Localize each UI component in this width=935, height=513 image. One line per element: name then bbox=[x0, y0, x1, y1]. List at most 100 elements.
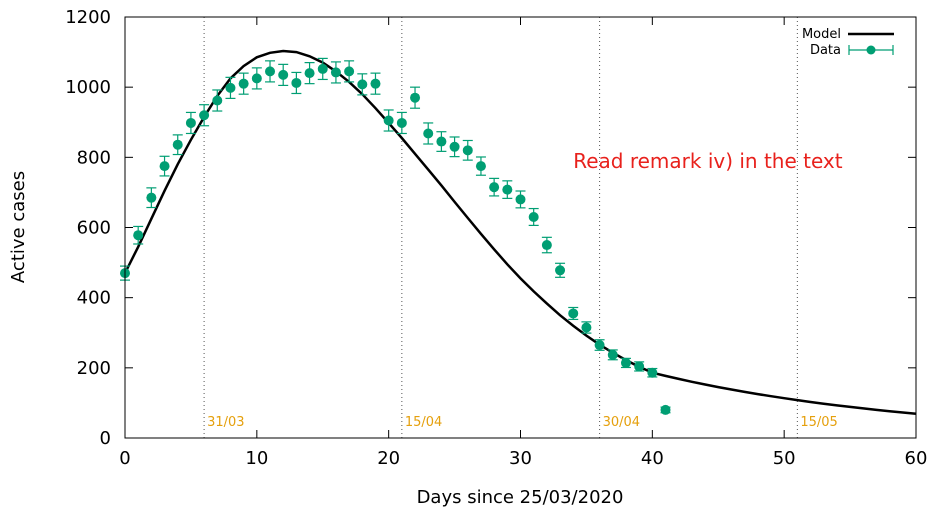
data-marker bbox=[410, 92, 421, 103]
data-marker bbox=[555, 265, 566, 276]
data-point bbox=[660, 404, 671, 415]
data-point bbox=[607, 349, 618, 361]
data-marker bbox=[607, 349, 618, 360]
data-point bbox=[330, 61, 341, 84]
data-marker bbox=[541, 240, 552, 251]
data-marker bbox=[370, 78, 381, 89]
date-marker-label: 15/05 bbox=[800, 415, 837, 430]
model-curve bbox=[123, 49, 917, 416]
data-point bbox=[594, 339, 605, 351]
y-axis-ticks: 0 200 400 600 800 1000 1200 bbox=[65, 7, 916, 449]
data-point bbox=[647, 367, 658, 378]
x-tick-label: 20 bbox=[377, 448, 400, 469]
date-marker-label: 30/04 bbox=[603, 415, 640, 430]
data-point bbox=[251, 67, 262, 90]
data-point bbox=[357, 73, 368, 96]
data-marker bbox=[581, 322, 592, 333]
data-marker bbox=[304, 68, 315, 79]
x-tick-label: 30 bbox=[509, 448, 532, 469]
x-tick-label: 50 bbox=[773, 448, 796, 469]
legend: Model Data bbox=[802, 27, 894, 58]
data-point bbox=[291, 71, 302, 95]
data-point bbox=[449, 136, 460, 158]
x-axis-label: Days since 25/03/2020 bbox=[417, 487, 624, 508]
data-marker bbox=[265, 66, 276, 77]
data-marker bbox=[502, 184, 513, 195]
data-marker bbox=[515, 194, 526, 205]
data-marker bbox=[423, 128, 434, 139]
y-tick-label: 1200 bbox=[65, 7, 111, 28]
data-point bbox=[159, 155, 170, 177]
data-marker bbox=[594, 340, 605, 351]
data-marker bbox=[660, 404, 671, 415]
data-point bbox=[304, 62, 315, 85]
y-tick-label: 1000 bbox=[65, 77, 111, 98]
date-marker-label: 31/03 bbox=[207, 415, 244, 430]
data-point bbox=[225, 76, 236, 99]
y-tick-label: 400 bbox=[77, 288, 111, 309]
data-point bbox=[344, 60, 355, 83]
data-point bbox=[436, 131, 447, 152]
data-point bbox=[541, 236, 552, 254]
data-marker bbox=[330, 67, 341, 78]
y-tick-label: 600 bbox=[77, 218, 111, 239]
data-marker bbox=[620, 357, 631, 368]
data-point bbox=[528, 207, 539, 226]
data-point bbox=[475, 156, 486, 176]
y-axis-label: Active cases bbox=[8, 171, 29, 283]
data-marker bbox=[436, 136, 447, 147]
data-point bbox=[370, 72, 381, 95]
data-marker bbox=[396, 117, 407, 128]
data-point bbox=[489, 177, 500, 197]
data-point bbox=[265, 60, 276, 83]
data-point bbox=[238, 72, 249, 95]
data-point bbox=[278, 63, 289, 87]
data-point bbox=[581, 321, 592, 334]
y-tick-label: 0 bbox=[100, 428, 111, 449]
data-marker bbox=[634, 361, 645, 372]
y-tick-label: 800 bbox=[77, 147, 111, 168]
x-tick-label: 0 bbox=[119, 448, 130, 469]
data-point bbox=[410, 86, 421, 109]
data-marker bbox=[225, 82, 236, 93]
legend-label-data: Data bbox=[810, 43, 841, 58]
data-point bbox=[634, 361, 645, 372]
data-layer bbox=[120, 57, 671, 415]
data-marker bbox=[489, 182, 500, 193]
data-point bbox=[383, 109, 394, 132]
x-tick-label: 60 bbox=[905, 448, 928, 469]
data-marker bbox=[238, 78, 249, 89]
data-point bbox=[146, 187, 157, 209]
data-marker bbox=[159, 161, 170, 172]
data-marker bbox=[212, 95, 223, 106]
legend-label-model: Model bbox=[802, 27, 841, 42]
data-point bbox=[185, 111, 196, 135]
data-point bbox=[396, 111, 407, 135]
data-point bbox=[555, 262, 566, 278]
data-point bbox=[212, 89, 223, 112]
data-marker bbox=[133, 230, 144, 241]
x-axis-ticks: 0 10 20 30 40 50 60 bbox=[119, 17, 927, 469]
data-marker bbox=[199, 110, 210, 121]
data-marker bbox=[317, 63, 328, 74]
data-marker bbox=[344, 66, 355, 77]
data-point bbox=[462, 139, 473, 161]
data-point bbox=[199, 104, 210, 127]
data-point bbox=[133, 225, 144, 245]
x-tick-label: 40 bbox=[641, 448, 664, 469]
legend-swatch-data bbox=[848, 45, 894, 55]
data-marker bbox=[146, 192, 157, 203]
data-marker bbox=[185, 117, 196, 128]
data-marker bbox=[291, 77, 302, 88]
data-point bbox=[515, 190, 526, 209]
data-marker bbox=[462, 145, 473, 156]
x-tick-label: 10 bbox=[245, 448, 268, 469]
data-point bbox=[423, 122, 434, 145]
data-marker bbox=[251, 73, 262, 84]
data-marker bbox=[449, 141, 460, 152]
model-layer bbox=[123, 49, 917, 416]
data-marker bbox=[475, 161, 486, 172]
remark-annotation: Read remark iv) in the text bbox=[573, 149, 843, 173]
data-point bbox=[568, 306, 579, 321]
data-marker bbox=[278, 69, 289, 80]
